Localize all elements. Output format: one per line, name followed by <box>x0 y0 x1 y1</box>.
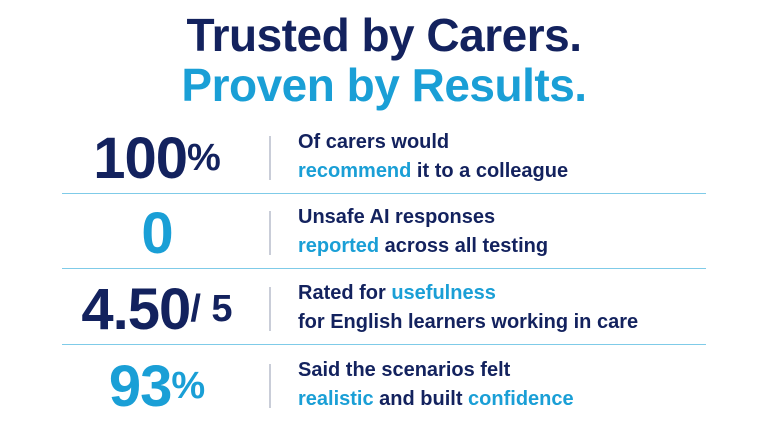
row-separator <box>62 344 706 345</box>
description-line: Said the scenarios felt <box>298 356 708 385</box>
title-line-1: Trusted by Carers. <box>186 9 582 61</box>
divider <box>269 136 271 180</box>
row-separator <box>62 268 706 269</box>
description-text: Said the scenarios felt <box>298 359 511 381</box>
stat-row: 0 Unsafe AI responses reported across all … <box>62 195 706 271</box>
description-text: it to a colleague <box>411 160 569 182</box>
stat-value: 4.50 / 5 <box>62 271 252 347</box>
highlight-text: confidence <box>468 388 574 410</box>
stat-unit: % <box>186 136 221 179</box>
description-text: Of carers would <box>298 131 450 153</box>
description-line: Of carers would <box>298 128 708 157</box>
divider <box>269 364 271 408</box>
description-text: across all testing <box>379 235 549 257</box>
stat-number: 100 <box>93 125 188 191</box>
description-text: Rated for <box>298 282 392 304</box>
divider <box>269 287 271 331</box>
description-line: for English learners working in care <box>298 308 708 337</box>
description-line: realistic and built confidence <box>298 385 708 414</box>
stat-description: Unsafe AI responses reported across all t… <box>298 203 708 261</box>
stat-number: 93 <box>108 353 173 419</box>
stat-description: Rated for usefulness for English learners… <box>298 279 708 337</box>
description-text: for English learners working in care <box>298 311 639 333</box>
stat-description: Of carers would recommend it to a colleag… <box>298 128 708 186</box>
description-line: Rated for usefulness <box>298 279 708 308</box>
stat-row: 100% Of carers would recommend it to a col… <box>62 120 706 196</box>
stat-value: 93% <box>62 348 252 424</box>
row-separator <box>62 193 706 194</box>
stat-row: 93% Said the scenarios felt realistic and … <box>62 348 706 424</box>
title-line-2: Proven by Results. <box>181 59 587 111</box>
description-text: and built <box>373 388 469 410</box>
stat-description: Said the scenarios felt realistic and bui… <box>298 356 708 414</box>
stat-number: 4.50 <box>81 276 191 342</box>
highlight-text: recommend <box>298 160 412 182</box>
stat-value: 100% <box>62 120 252 196</box>
description-text: Unsafe AI responses <box>298 206 496 228</box>
description-line: recommend it to a colleague <box>298 157 708 186</box>
highlight-text: usefulness <box>391 282 496 304</box>
description-line: reported across all testing <box>298 232 708 261</box>
stat-unit: / 5 <box>190 287 233 330</box>
highlight-text: realistic <box>298 388 374 410</box>
stat-number: 0 <box>141 200 173 266</box>
stat-row: 4.50 / 5 Rated for usefulness for English … <box>62 271 706 347</box>
highlight-text: reported <box>298 235 380 257</box>
stat-value: 0 <box>62 195 252 271</box>
divider <box>269 211 271 255</box>
stat-unit: % <box>171 364 206 407</box>
description-line: Unsafe AI responses <box>298 203 708 232</box>
